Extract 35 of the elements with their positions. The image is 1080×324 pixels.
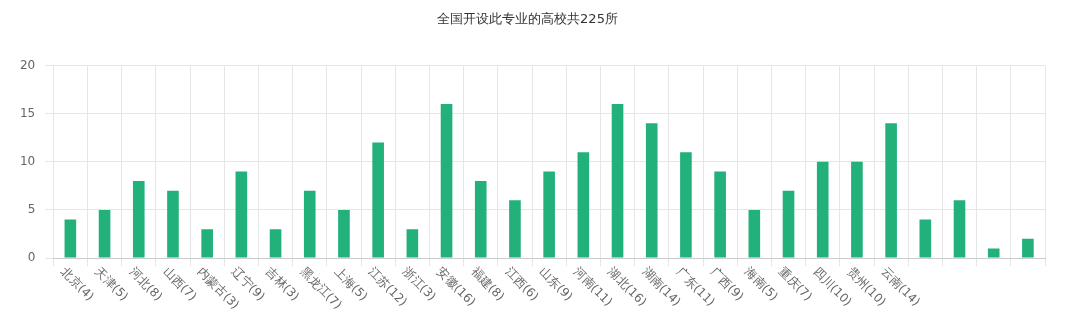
bar xyxy=(64,219,77,258)
bar xyxy=(440,104,453,258)
bar xyxy=(269,229,282,258)
y-tick-label: 0 xyxy=(27,250,36,265)
bar xyxy=(714,171,726,258)
bar xyxy=(885,123,897,258)
y-tick-label: 5 xyxy=(27,202,36,217)
bar xyxy=(201,229,213,258)
y-tick-label: 20 xyxy=(19,57,36,72)
bar xyxy=(953,200,966,258)
y-tick-label: 15 xyxy=(19,105,36,120)
bar xyxy=(680,152,692,258)
bar xyxy=(98,209,111,258)
bar xyxy=(167,190,179,258)
bar xyxy=(851,161,863,258)
bar xyxy=(748,209,761,258)
bar xyxy=(1022,238,1034,258)
bar xyxy=(816,161,829,258)
y-tick-label: 10 xyxy=(19,153,36,168)
chart-title: 全国开设此专业的高校共225所 xyxy=(437,11,618,27)
bar xyxy=(132,181,145,258)
bar xyxy=(919,219,932,258)
bar xyxy=(474,181,487,258)
bar xyxy=(645,123,658,258)
bar xyxy=(987,248,1000,258)
bar xyxy=(303,190,316,258)
bar xyxy=(611,104,624,258)
bar xyxy=(372,142,384,258)
bar xyxy=(235,171,248,258)
bar xyxy=(577,152,590,258)
bar xyxy=(782,190,795,258)
bar xyxy=(509,200,521,258)
bar xyxy=(406,229,419,258)
bar xyxy=(338,209,350,258)
bar xyxy=(543,171,555,258)
